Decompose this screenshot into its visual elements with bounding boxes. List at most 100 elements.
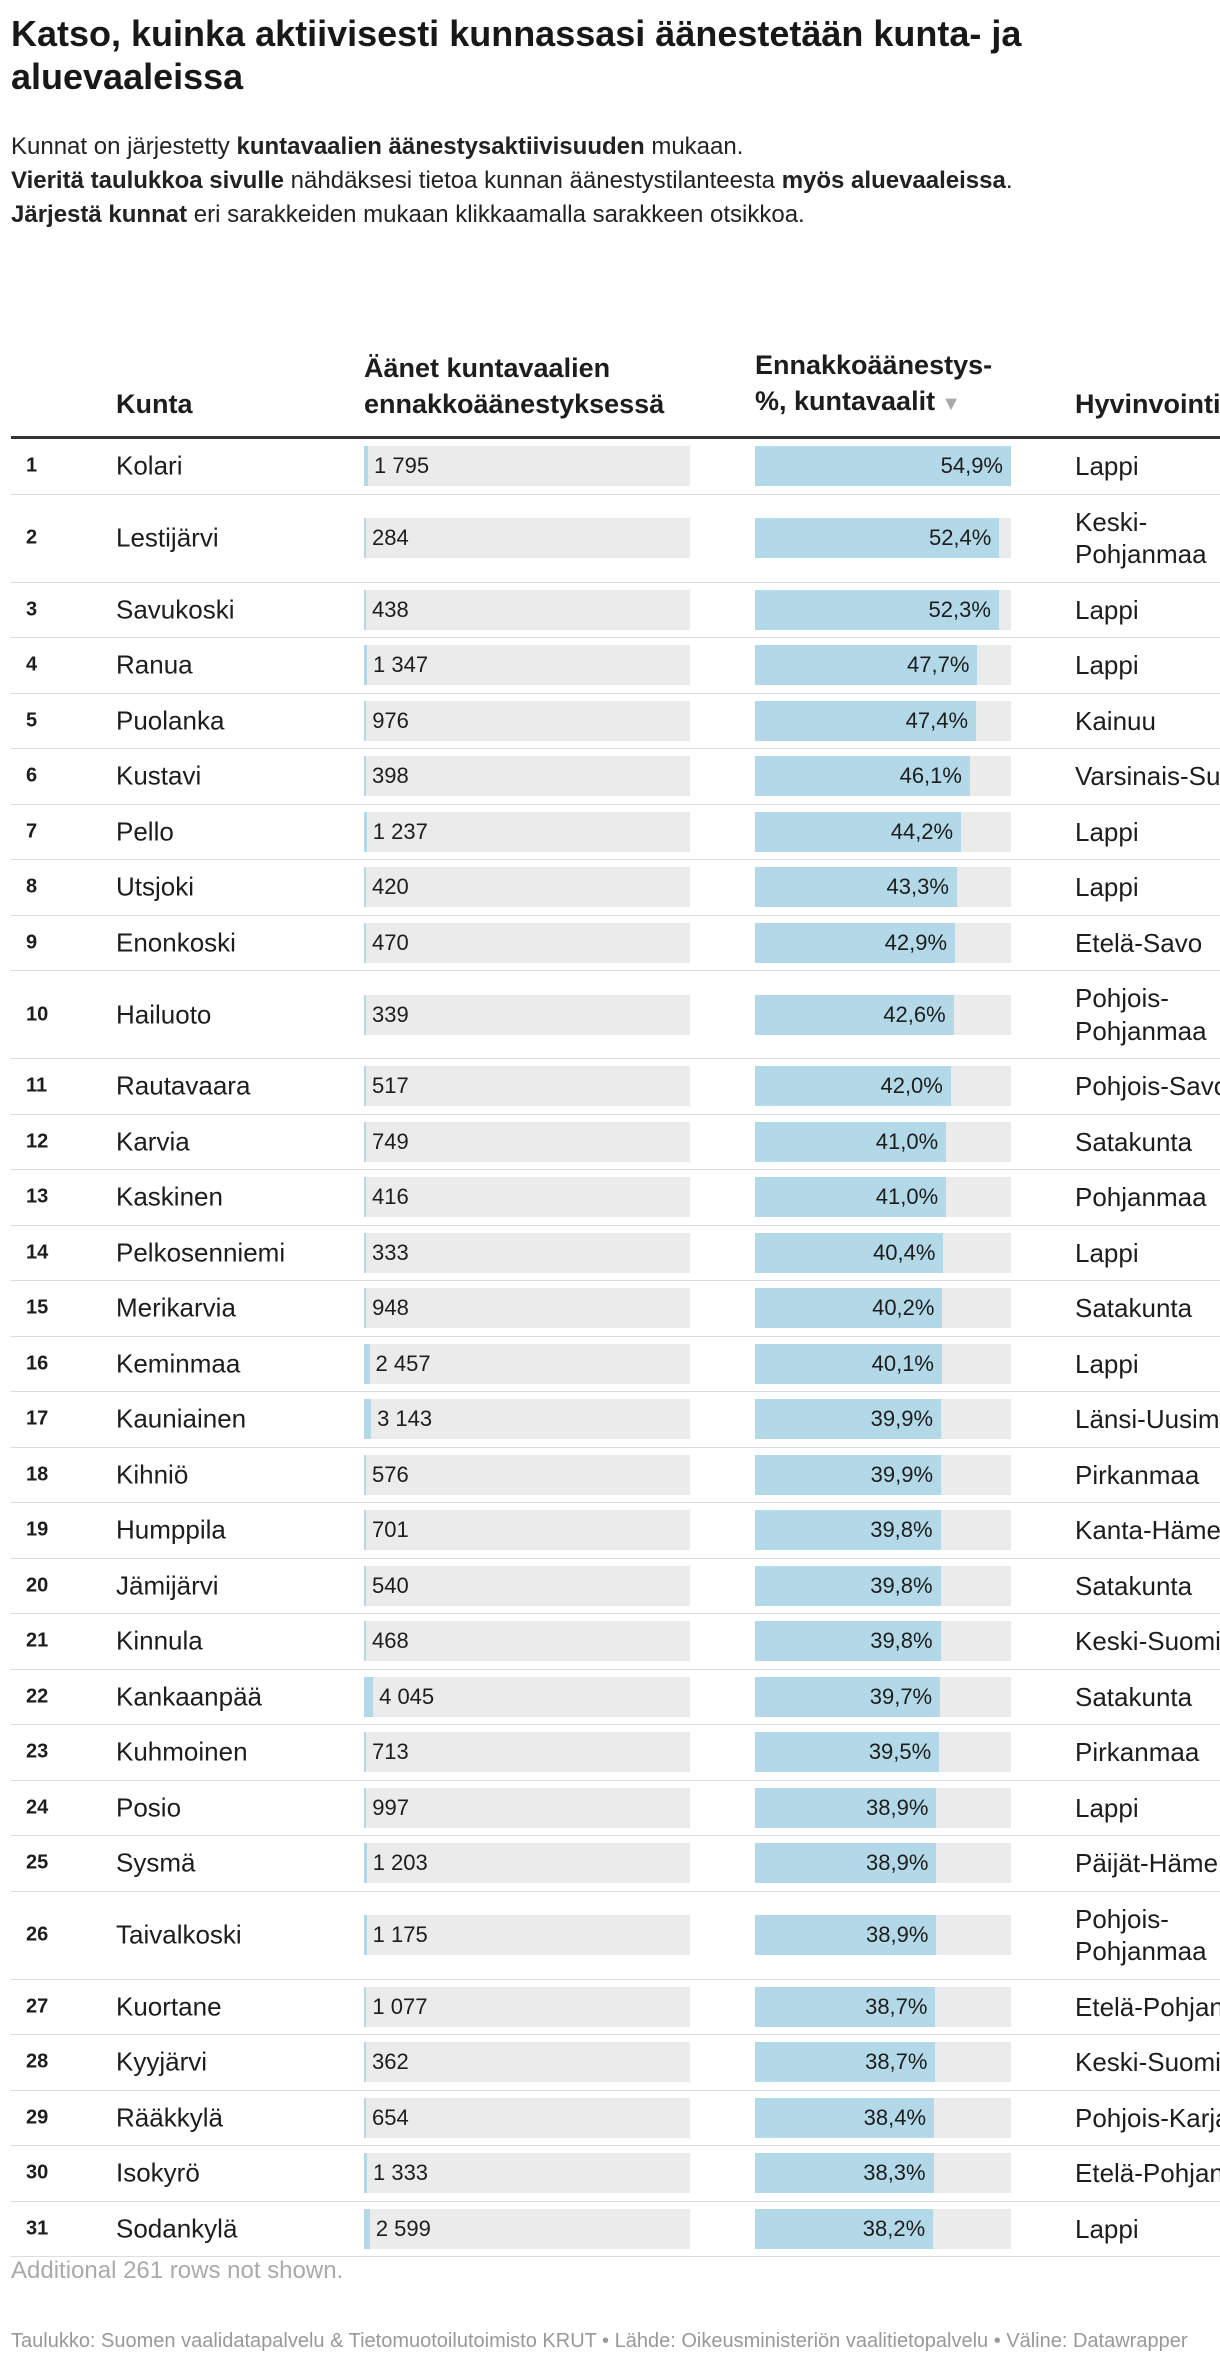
percentage-bar xyxy=(755,1454,942,1495)
percentage-bar xyxy=(755,1177,947,1218)
votes-label: 997 xyxy=(372,1794,409,1820)
municipality: Enonkoski xyxy=(116,927,236,958)
region: Lappi xyxy=(1075,872,1139,902)
votes-bar xyxy=(364,867,366,908)
percentage-label: 38,7% xyxy=(865,1993,928,2019)
bar-background: 38,2% xyxy=(755,2208,1011,2249)
votes-label: 713 xyxy=(372,1739,409,1765)
bar-background: 39,9% xyxy=(755,1454,1011,1495)
region: Lappi xyxy=(1075,451,1139,481)
rank: 28 xyxy=(26,2050,49,2073)
bar-background: 362 xyxy=(364,2042,690,2083)
bar-background: 38,9% xyxy=(755,1843,1011,1884)
percentage-bar xyxy=(755,700,977,741)
region: Pohjois-Karjala xyxy=(1075,2102,1220,2133)
bar-background: 40,4% xyxy=(755,1232,1011,1273)
bar-background: 44,2% xyxy=(755,811,1011,852)
municipality: Sysmä xyxy=(116,1847,196,1878)
column-header[interactable]: Äänet kuntavaalien ennakkoäänestyksessä xyxy=(364,353,665,419)
votes-bar xyxy=(364,1915,367,1955)
region: Lappi xyxy=(1075,594,1139,625)
bar-background: 517 xyxy=(364,1066,690,1107)
municipality: Humppila xyxy=(116,1514,226,1545)
percentage-bar xyxy=(755,811,962,852)
percentage-bar xyxy=(755,2153,934,2194)
percentage-label: 38,9% xyxy=(866,1850,929,1876)
percentage-label: 47,4% xyxy=(905,707,969,733)
municipality: Jämijärvi xyxy=(116,1570,219,1601)
bar-background: 1 203 xyxy=(364,1843,690,1884)
votes-label: 470 xyxy=(372,929,409,955)
votes-label: 362 xyxy=(372,2049,409,2075)
bar-background: 42,0% xyxy=(755,1066,1011,1107)
bar-background: 39,8% xyxy=(755,1565,1011,1606)
table-row: 26 Taivalkoski 1 175 38,9% Pohjois-Pohjanmaa xyxy=(11,1892,1220,1980)
more-rows-note: Additional 261 rows not shown. xyxy=(11,2257,344,2284)
percentage-bar xyxy=(755,1121,947,1162)
region: Pohjois-Pohjanmaa xyxy=(1075,1903,1207,1967)
bar-background: 52,3% xyxy=(755,589,1011,630)
bar-background: 1 333 xyxy=(364,2153,690,2194)
municipality: Kolari xyxy=(116,450,183,481)
votes-label: 2 457 xyxy=(375,1350,431,1376)
region: Etelä-Pohjanmaa xyxy=(1075,1991,1220,2022)
percentage-bar xyxy=(755,1676,941,1717)
region: Lappi xyxy=(1075,1237,1139,1268)
votes-label: 1 077 xyxy=(372,1993,428,2019)
rank: 4 xyxy=(26,653,38,676)
percentage-label: 43,3% xyxy=(886,874,949,900)
column-header[interactable]: Kunta xyxy=(116,389,193,419)
percentage-bar xyxy=(755,922,956,963)
region: Keski-Suomi xyxy=(1075,2047,1220,2077)
bar-background: 39,9% xyxy=(755,1399,1011,1440)
votes-label: 701 xyxy=(372,1517,409,1543)
bar-background: 1 795 xyxy=(364,446,690,487)
rank: 5 xyxy=(26,709,38,732)
rank: 10 xyxy=(26,1003,49,1025)
percentage-bar xyxy=(755,1621,941,1662)
bar-background: 42,9% xyxy=(755,922,1011,963)
title: Katso, kuinka aktiivisesti kunnassasi ää… xyxy=(11,13,1022,97)
municipality: Lestijärvi xyxy=(116,522,219,553)
votes-label: 3 143 xyxy=(377,1406,433,1432)
percentage-bar xyxy=(755,1232,944,1273)
column-header-text[interactable]: Ennakkoäänestys-%, kuntavaalit xyxy=(755,350,993,416)
bar-background: 1 237 xyxy=(364,811,690,852)
bar-background: 468 xyxy=(364,1621,690,1662)
bar-background: 46,1% xyxy=(755,756,1011,797)
table-row: 14 Pelkosenniemi 333 40,4% Lappi xyxy=(11,1226,1220,1281)
percentage-bar xyxy=(755,1565,941,1606)
subtitle-segment: . xyxy=(1005,167,1013,194)
rank: 9 xyxy=(26,931,38,954)
votes-bar xyxy=(364,1232,366,1273)
bar-background: 654 xyxy=(364,2097,690,2138)
percentage-label: 47,7% xyxy=(907,652,970,678)
subtitle: Kunnat on järjestetty kuntavaalien äänes… xyxy=(11,130,1220,232)
subtitle-segment: nähdäksesi tietoa kunnan äänestystilante… xyxy=(284,167,782,194)
rank: 14 xyxy=(26,1241,49,1264)
bar-background: 38,7% xyxy=(755,1986,1011,2027)
rank: 21 xyxy=(26,1629,49,1652)
column-header[interactable]: Ennakkoäänestys-%, kuntavaalit ▼ xyxy=(755,347,1017,422)
votes-label: 4 045 xyxy=(379,1683,435,1709)
rank: 1 xyxy=(26,454,38,477)
bar-background: 40,1% xyxy=(755,1343,1011,1384)
sort-arrow[interactable]: ▼ xyxy=(941,393,961,415)
votes-label: 2 599 xyxy=(375,2215,431,2241)
percentage-label: 46,1% xyxy=(899,763,962,789)
votes-bar xyxy=(364,1454,366,1495)
votes-label: 333 xyxy=(372,1239,409,1265)
region: Lappi xyxy=(1075,2213,1139,2244)
bar-background: 42,6% xyxy=(755,994,1011,1035)
region: Satakunta xyxy=(1075,1681,1193,1712)
bar-background: 3 143 xyxy=(364,1399,690,1440)
table-row: 27 Kuortane 1 077 38,7% Etelä-Pohjanmaa xyxy=(11,1980,1220,2035)
percentage-bar xyxy=(755,2097,935,2138)
percentage-bar xyxy=(755,1288,943,1329)
municipality: Isokyrö xyxy=(116,2157,200,2188)
bar-background: 38,4% xyxy=(755,2097,1011,2138)
region: Kainuu xyxy=(1075,705,1156,736)
percentage-label: 38,9% xyxy=(866,1922,929,1947)
column-header[interactable]: Hyvinvointialue xyxy=(1075,389,1220,419)
percentage-bar xyxy=(755,1399,942,1440)
